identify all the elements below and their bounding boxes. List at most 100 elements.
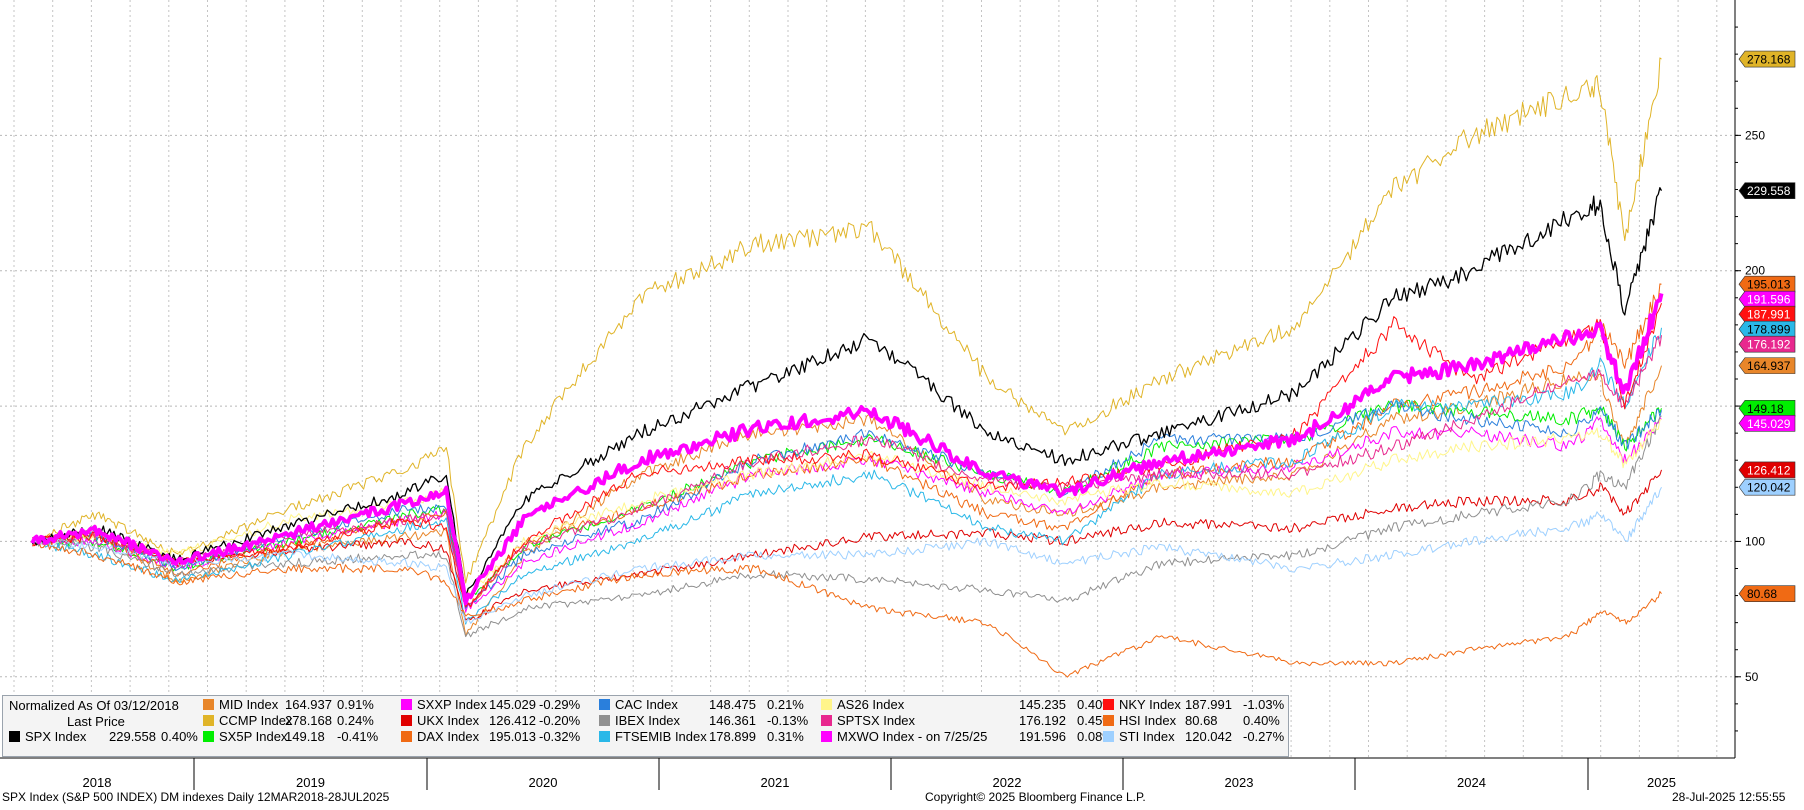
legend-series-name: FTSEMIB Index xyxy=(615,729,707,744)
legend-item: CAC Index 148.475 0.21% xyxy=(599,697,804,712)
legend-swatch xyxy=(821,731,832,742)
legend-last-price: 126.412 xyxy=(489,713,536,728)
legend-series-name: DAX Index xyxy=(417,729,480,744)
legend-last-price: 191.596 xyxy=(1019,729,1066,744)
y-tick-label: 250 xyxy=(1745,128,1765,142)
legend-change: -0.13% xyxy=(767,713,809,728)
legend-item: SXXP Index 145.029 -0.29% xyxy=(401,697,580,712)
legend-series-name: AS26 Index xyxy=(837,697,905,712)
end-value-tag xyxy=(1738,320,1796,338)
legend-item: DAX Index 195.013 -0.32% xyxy=(401,729,580,744)
end-value-tag-label: 176.192 xyxy=(1747,338,1791,352)
x-tick-label: 2022 xyxy=(993,775,1022,790)
series-line xyxy=(31,418,1662,599)
x-tick-label: 2019 xyxy=(296,775,325,790)
legend-item: HSI Index 80.68 0.40% xyxy=(1103,713,1280,728)
series-line xyxy=(31,398,1662,604)
end-value-tag-label: 149.18 xyxy=(1747,402,1784,416)
legend-swatch xyxy=(203,715,214,726)
legend-swatch xyxy=(1103,699,1114,710)
end-value-tag xyxy=(1738,335,1796,353)
end-value-tag-label: 145.029 xyxy=(1747,417,1791,431)
legend-swatch xyxy=(401,715,412,726)
end-value-tag-label: 195.013 xyxy=(1747,278,1791,292)
legend-last-price: 80.68 xyxy=(1185,713,1218,728)
legend-series-name: CAC Index xyxy=(615,697,678,712)
x-axis: 2018 2019 2020 2021 2022 2023 2024 2025 xyxy=(0,757,1735,790)
end-value-tag-label: 187.991 xyxy=(1747,308,1791,322)
legend-swatch xyxy=(599,731,610,742)
end-value-tag-label: 229.558 xyxy=(1747,184,1791,198)
legend-last-price: 120.042 xyxy=(1185,729,1232,744)
end-value-tag xyxy=(1738,461,1796,479)
series-line xyxy=(31,187,1663,598)
legend-change: -0.29% xyxy=(539,697,581,712)
x-tick-label: 2023 xyxy=(1225,775,1254,790)
end-value-tag-label: 126.412 xyxy=(1747,463,1791,477)
legend-series-name: NKY Index xyxy=(1119,697,1181,712)
legend: Normalized As Of 03/12/2018 Last Price M… xyxy=(2,695,1289,757)
legend-change: 0.40% xyxy=(1243,713,1280,728)
legend-change: -1.03% xyxy=(1243,697,1285,712)
x-tick-label: 2021 xyxy=(761,775,790,790)
end-value-tags: 278.168 229.558 195.013191.596187.991178.8… xyxy=(1738,50,1796,603)
legend-item: AS26 Index 145.235 0.40% xyxy=(821,697,1114,712)
legend-series-name: SX5P Index xyxy=(219,729,288,744)
y-tick-label: 100 xyxy=(1745,534,1765,548)
legend-series-name: STI Index xyxy=(1119,729,1175,744)
legend-item: SPX Index 229.558 0.40% xyxy=(9,729,198,744)
legend-series-name: SPX Index xyxy=(25,729,87,744)
legend-last-price: 278.168 xyxy=(285,713,332,728)
legend-change: 0.21% xyxy=(767,697,804,712)
legend-series-name: HSI Index xyxy=(1119,713,1177,728)
series-line xyxy=(31,57,1662,584)
y-tick-label: 200 xyxy=(1745,264,1765,278)
end-value-tag-label: 120.042 xyxy=(1747,481,1791,495)
legend-series-name: UKX Index xyxy=(417,713,480,728)
legend-last-price: 176.192 xyxy=(1019,713,1066,728)
end-value-tag xyxy=(1738,305,1796,323)
legend-change: -0.41% xyxy=(337,729,379,744)
legend-last-price: 148.475 xyxy=(709,697,756,712)
legend-last-price: 146.361 xyxy=(709,713,756,728)
x-tick-label: 2025 xyxy=(1647,775,1676,790)
y-axis: 50100150200250 xyxy=(1734,0,1765,758)
legend-swatch xyxy=(203,731,214,742)
legend-item: UKX Index 126.412 -0.20% xyxy=(401,713,580,728)
legend-normalization-note: Normalized As Of 03/12/2018 xyxy=(9,698,179,713)
legend-price-label: Last Price xyxy=(67,714,125,729)
legend-change: 0.24% xyxy=(337,713,374,728)
legend-item: MID Index 164.937 0.91% xyxy=(203,697,374,712)
series-line xyxy=(31,486,1662,624)
legend-last-price: 178.899 xyxy=(709,729,756,744)
series-line xyxy=(32,327,1662,625)
legend-swatch xyxy=(401,731,412,742)
legend-item: MXWO Index - on 7/25/25 191.596 0.08% xyxy=(821,729,1114,744)
series-line xyxy=(32,303,1662,608)
end-value-tag xyxy=(1738,275,1796,293)
legend-last-price: 149.18 xyxy=(285,729,325,744)
legend-swatch xyxy=(203,699,214,710)
series-line xyxy=(31,335,1662,607)
grid-lines xyxy=(0,0,1735,758)
series-line xyxy=(31,541,1662,678)
footer-copyright: Copyright© 2025 Bloomberg Finance L.P. xyxy=(925,790,1146,804)
legend-item: CCMP Index 278.168 0.24% xyxy=(203,713,374,728)
legend-change: -0.27% xyxy=(1243,729,1285,744)
end-value-tag-label: 164.937 xyxy=(1747,359,1791,373)
footer-timestamp: 28-Jul-2025 12:55:55 xyxy=(1672,790,1786,804)
series-line xyxy=(32,416,1662,613)
legend-last-price: 145.029 xyxy=(489,697,536,712)
x-tick-label: 2018 xyxy=(83,775,112,790)
legend-swatch xyxy=(1103,731,1114,742)
legend-last-price: 195.013 xyxy=(489,729,536,744)
y-tick-label: 50 xyxy=(1745,670,1759,684)
legend-item: IBEX Index 146.361 -0.13% xyxy=(599,713,808,728)
series-line xyxy=(31,469,1662,621)
legend-last-price: 187.991 xyxy=(1185,697,1232,712)
end-value-tag-label: 80.68 xyxy=(1747,587,1777,601)
series-line xyxy=(32,283,1662,608)
legend-item: SPTSX Index 176.192 0.45% xyxy=(821,713,1114,728)
x-tick-label: 2024 xyxy=(1457,775,1486,790)
